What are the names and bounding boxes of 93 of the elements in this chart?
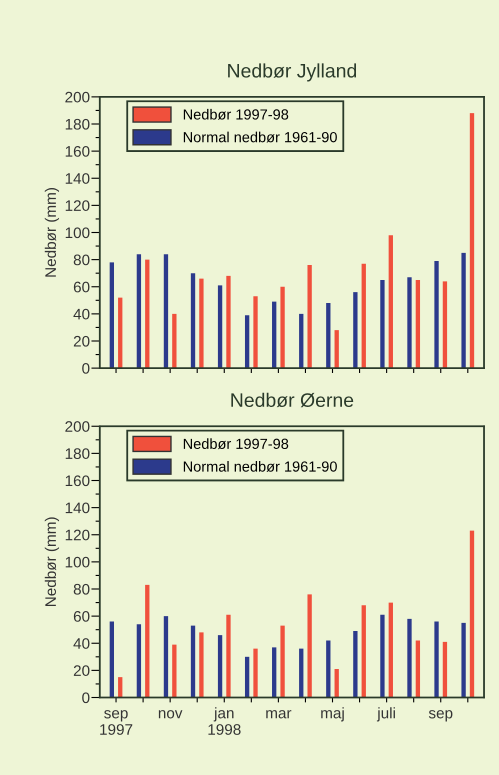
bar xyxy=(299,314,304,368)
y-tick-label: 200 xyxy=(65,421,90,432)
bar xyxy=(272,302,276,368)
y-tick-label: 140 xyxy=(66,502,90,514)
x-tick-label: mar xyxy=(266,710,292,718)
legend-label: Nedbør 1997-98 xyxy=(184,108,288,120)
y-tick-label: 60 xyxy=(74,610,90,622)
bar xyxy=(334,330,339,368)
bar xyxy=(280,626,285,698)
y-tick-label: 180 xyxy=(66,448,90,460)
y-tick-label: 140 xyxy=(66,173,90,184)
bar xyxy=(353,631,358,698)
bar xyxy=(470,530,474,698)
x-tick-label: jan 1998 xyxy=(208,707,241,735)
bar xyxy=(164,254,168,368)
y-axis-title: Nedbør (mm) xyxy=(44,188,60,277)
bar xyxy=(307,594,312,698)
bar xyxy=(226,614,231,698)
bar xyxy=(136,624,142,698)
bar xyxy=(470,113,474,368)
legend-label: Normal nedbør 1961-90 xyxy=(184,132,337,142)
bar xyxy=(442,642,448,698)
legend-label: Normal nedbør 1961-90 xyxy=(184,461,337,472)
bar xyxy=(416,640,420,698)
bar xyxy=(461,622,466,698)
bar xyxy=(326,640,330,698)
bar xyxy=(164,616,168,698)
bar xyxy=(145,260,150,368)
bar xyxy=(434,622,439,698)
y-tick-label: 100 xyxy=(66,556,90,568)
y-axis-title: Nedbør (mm) xyxy=(44,517,60,606)
bar xyxy=(416,280,420,368)
y-tick-label: 80 xyxy=(74,584,90,595)
x-tick-label: sep 1997 xyxy=(100,710,132,735)
bar xyxy=(199,632,204,698)
y-tick-label: 40 xyxy=(73,638,90,649)
bar xyxy=(307,265,312,368)
bar xyxy=(136,254,142,368)
y-tick-label: 120 xyxy=(66,530,90,540)
bar xyxy=(253,648,258,698)
bar xyxy=(299,648,304,698)
y-tick-label: 160 xyxy=(66,146,90,157)
bar xyxy=(190,626,196,698)
bar xyxy=(380,614,385,698)
bar xyxy=(218,635,222,698)
bar xyxy=(326,303,330,368)
y-tick-label: 20 xyxy=(74,665,90,676)
bar xyxy=(172,644,177,698)
bar xyxy=(253,296,258,368)
bar xyxy=(226,276,231,368)
bar xyxy=(353,292,358,368)
bar xyxy=(118,298,122,368)
x-tick-label: juli xyxy=(376,707,395,722)
bar xyxy=(145,584,150,698)
bar xyxy=(434,260,439,368)
bar xyxy=(461,252,466,368)
bar xyxy=(218,285,222,368)
y-tick-label: 160 xyxy=(66,475,90,486)
x-tick-label: maj xyxy=(321,707,344,722)
y-tick-label: 60 xyxy=(74,282,90,292)
bar xyxy=(110,262,114,368)
bar xyxy=(362,605,366,698)
bar xyxy=(244,656,250,698)
bar xyxy=(388,602,393,698)
y-tick-label: 180 xyxy=(66,118,90,130)
bar xyxy=(407,277,412,368)
bar xyxy=(380,280,385,368)
x-tick-label: sep xyxy=(428,710,452,722)
bar xyxy=(172,314,177,368)
bar xyxy=(407,618,412,698)
bar xyxy=(334,669,339,698)
y-tick-label: 0 xyxy=(82,362,90,374)
bar xyxy=(190,273,196,368)
y-tick-label: 40 xyxy=(73,308,90,320)
bar xyxy=(388,235,393,368)
bar xyxy=(118,677,122,698)
chart-title: Nedbør Jylland xyxy=(228,63,356,82)
x-tick-label: nov xyxy=(158,710,182,718)
y-tick-label: 0 xyxy=(82,692,90,704)
bar xyxy=(280,286,285,368)
y-tick-label: 200 xyxy=(65,92,90,103)
bar xyxy=(199,278,204,368)
y-tick-label: 80 xyxy=(74,254,90,266)
y-tick-label: 120 xyxy=(66,200,90,212)
bar xyxy=(272,647,276,698)
bar xyxy=(110,622,114,698)
chart-title: Nedbør Øerne xyxy=(231,392,354,408)
bar xyxy=(244,315,250,368)
bar xyxy=(442,281,448,368)
legend-label: Nedbør 1997-98 xyxy=(184,438,288,450)
y-tick-label: 100 xyxy=(66,227,90,238)
y-tick-label: 20 xyxy=(74,336,90,347)
bar xyxy=(362,264,366,368)
